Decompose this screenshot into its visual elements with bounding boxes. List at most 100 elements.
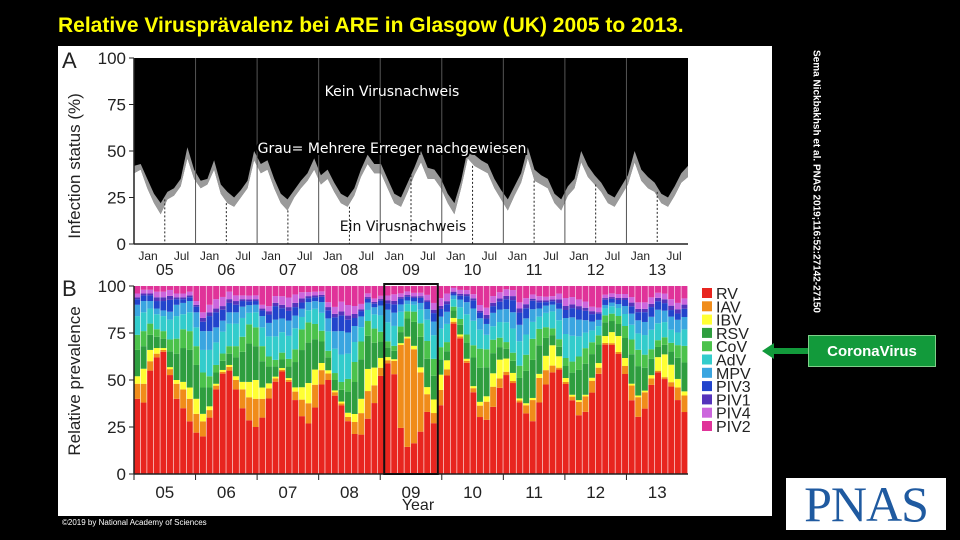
bar-iav <box>668 382 675 387</box>
bar-iav <box>239 389 246 409</box>
bar-piv2 <box>199 286 206 313</box>
bar-piv4 <box>186 291 193 296</box>
bar-piv3 <box>272 306 279 320</box>
bar-iav <box>199 421 206 437</box>
bar-mpv <box>325 318 332 332</box>
bar-cov <box>153 329 160 337</box>
bar-cov <box>523 354 530 371</box>
bar-mpv <box>384 309 391 323</box>
bar-piv4 <box>523 298 530 305</box>
bar-piv2 <box>562 286 569 298</box>
panel-b-ytick-label: 25 <box>107 418 126 437</box>
bar-piv3 <box>430 313 437 322</box>
bar-piv1 <box>437 305 444 309</box>
month-tick-label: Jul <box>174 249 189 263</box>
bar-mpv <box>437 316 444 329</box>
bar-rv <box>285 381 292 474</box>
bar-iav <box>575 401 582 416</box>
bar-piv2 <box>661 286 668 294</box>
bar-ibv <box>674 378 681 388</box>
bar-rsv <box>602 322 609 337</box>
bar-piv2 <box>246 286 253 296</box>
bar-iav <box>602 342 609 345</box>
bar-piv2 <box>615 286 622 294</box>
bar-ibv <box>239 381 246 390</box>
bar-rv <box>648 384 655 474</box>
bar-rv <box>523 413 530 474</box>
bar-piv1 <box>153 297 160 302</box>
bar-piv4 <box>199 312 206 318</box>
relative-prevalence-chart: B Relative prevalence 0 25 50 75 100 05 06 07 0… <box>62 276 751 514</box>
bar-cov <box>252 327 259 347</box>
bar-iav <box>180 389 187 409</box>
bar-piv1 <box>668 305 675 311</box>
bar-piv2 <box>312 286 319 292</box>
bar-cov <box>338 381 345 390</box>
bar-piv4 <box>285 297 292 308</box>
bar-iav <box>457 336 464 339</box>
coronavirus-callout: CoronaVirus <box>808 335 936 367</box>
bar-cov <box>602 315 609 323</box>
bar-rv <box>140 402 147 474</box>
bar-piv2 <box>219 286 226 297</box>
bar-piv1 <box>206 312 213 317</box>
bar-adv <box>338 354 345 382</box>
bar-iav <box>562 382 569 384</box>
bar-piv2 <box>378 286 385 296</box>
bar-adv <box>279 332 286 353</box>
bar-cov <box>318 330 325 342</box>
bar-adv <box>318 312 325 331</box>
bar-piv3 <box>615 300 622 304</box>
bar-iav <box>219 371 226 374</box>
bar-ibv <box>523 403 530 406</box>
bar-piv1 <box>166 295 173 300</box>
bar-rsv <box>470 357 477 387</box>
bar-rv <box>134 398 140 474</box>
bar-mpv <box>556 308 563 321</box>
bar-ibv <box>509 372 516 382</box>
bar-cov <box>265 356 272 367</box>
bar-piv2 <box>655 286 662 293</box>
legend-swatch-piv1 <box>702 394 712 405</box>
bar-rsv <box>674 357 681 379</box>
bar-piv4 <box>668 299 675 306</box>
bar-piv1 <box>292 302 299 308</box>
bar-ibv <box>371 367 378 386</box>
figure-panel: A Infection status (%) 0 25 50 75 100 Jan Jul… <box>58 46 772 516</box>
bar-cov <box>180 329 187 349</box>
bar-rv <box>602 344 609 474</box>
bar-mpv <box>509 312 516 329</box>
bar-adv <box>246 312 253 325</box>
bar-piv2 <box>602 286 609 295</box>
bar-adv <box>457 307 464 319</box>
bar-iav <box>272 378 279 382</box>
bar-ibv <box>450 317 457 322</box>
bar-piv3 <box>232 304 239 313</box>
bar-cov <box>463 334 470 343</box>
bar-rsv <box>523 370 530 404</box>
bar-cov <box>292 349 299 363</box>
bar-rsv <box>173 353 180 380</box>
bar-piv2 <box>318 286 325 292</box>
bar-mpv <box>496 309 503 323</box>
bar-adv <box>232 323 239 347</box>
legend-label-piv1: PIV1 <box>716 392 751 409</box>
legend-label-cov: CoV <box>716 339 747 356</box>
bar-piv2 <box>186 286 193 292</box>
bar-cov <box>193 346 200 365</box>
bar-rv <box>252 427 259 474</box>
bar-iav <box>648 378 655 385</box>
bar-adv <box>305 310 312 323</box>
bar-adv <box>476 329 483 349</box>
bar-adv <box>575 336 582 357</box>
bar-piv3 <box>173 299 180 305</box>
bar-piv1 <box>575 306 582 310</box>
bar-piv1 <box>318 294 325 297</box>
bar-piv1 <box>160 297 167 302</box>
bar-piv4 <box>272 296 279 303</box>
bar-piv3 <box>529 300 536 310</box>
legend-label-iav: IAV <box>716 299 741 316</box>
bar-piv3 <box>655 301 662 310</box>
bar-rv <box>226 370 233 474</box>
legend-label-adv: AdV <box>716 353 747 370</box>
